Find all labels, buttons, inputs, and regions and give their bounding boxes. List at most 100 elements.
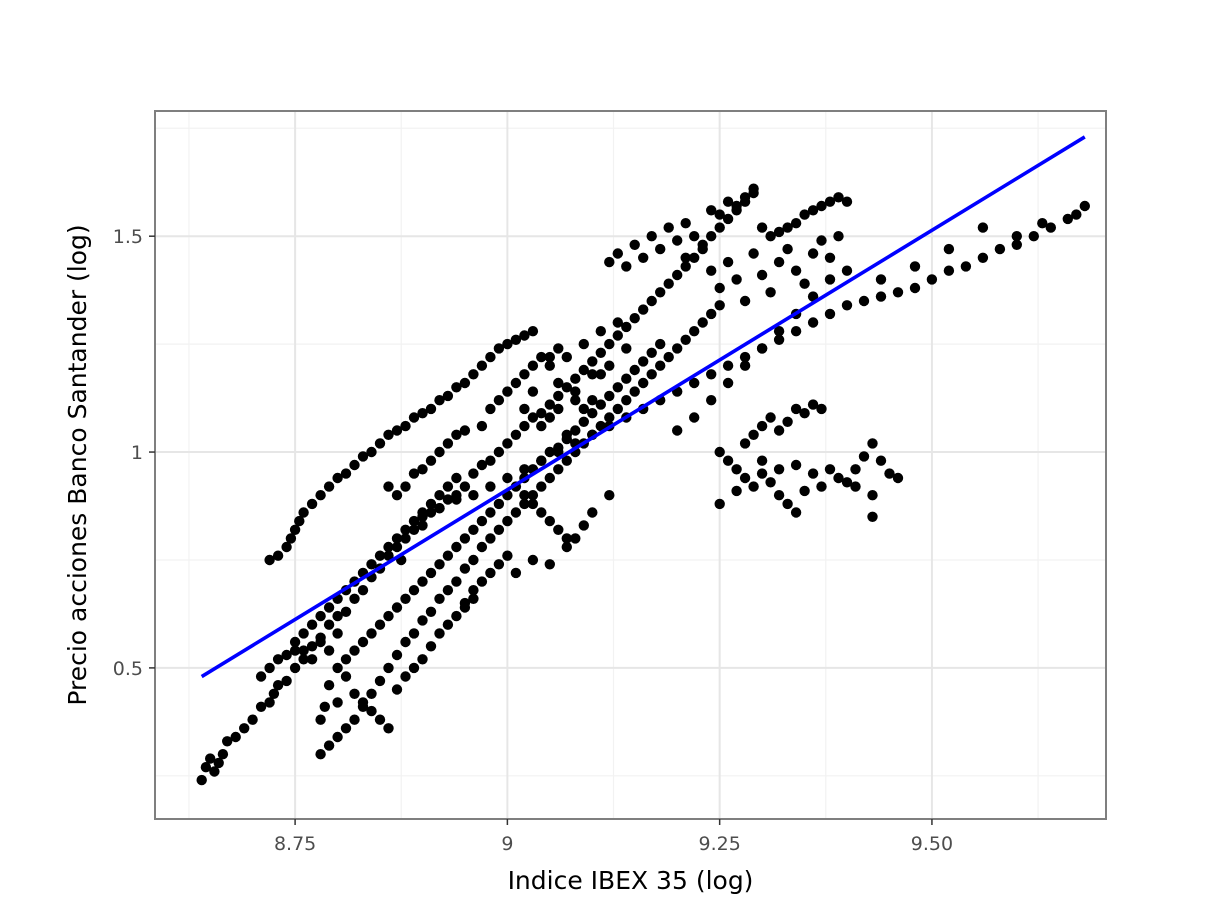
data-point <box>722 377 734 389</box>
data-point <box>646 347 657 358</box>
data-point <box>502 386 513 397</box>
data-point <box>502 515 513 527</box>
data-point <box>255 671 267 682</box>
x-tick-label: 9.50 <box>911 833 953 855</box>
data-point <box>595 369 606 380</box>
minor-gridlines <box>155 111 1106 819</box>
data-point <box>485 507 496 518</box>
data-point <box>425 403 437 415</box>
data-point <box>612 317 623 328</box>
data-point <box>782 498 793 510</box>
data-point <box>604 256 615 268</box>
data-point <box>315 749 326 760</box>
data-point <box>544 446 555 458</box>
data-point <box>553 464 564 475</box>
data-point <box>391 490 403 501</box>
data-point <box>748 248 759 259</box>
data-point <box>697 243 708 255</box>
data-point <box>748 481 759 492</box>
data-point <box>638 304 649 315</box>
data-point <box>587 507 598 518</box>
data-point <box>510 334 522 345</box>
data-point <box>807 248 819 259</box>
data-point <box>468 468 479 479</box>
data-point <box>536 408 547 419</box>
data-point <box>1045 222 1057 233</box>
data-point <box>621 395 632 406</box>
data-point <box>536 507 547 518</box>
data-point <box>268 688 280 699</box>
data-point <box>281 541 292 553</box>
data-point <box>756 269 768 281</box>
data-point <box>570 533 581 544</box>
data-point <box>553 403 564 415</box>
data-point <box>722 213 734 225</box>
data-point <box>476 541 488 553</box>
data-point <box>578 520 589 531</box>
data-point <box>773 256 785 268</box>
data-point <box>655 243 666 255</box>
data-point <box>765 412 776 423</box>
data-point <box>340 468 352 479</box>
data-point <box>519 403 530 415</box>
data-point <box>383 662 394 674</box>
data-point <box>391 684 403 695</box>
data-point <box>493 395 505 406</box>
data-point <box>383 541 394 553</box>
data-point <box>323 619 335 630</box>
data-point <box>400 481 411 492</box>
data-point <box>366 559 377 570</box>
data-point <box>544 351 555 363</box>
data-point <box>459 533 471 544</box>
data-point <box>230 731 241 743</box>
data-point <box>434 490 445 501</box>
data-point <box>697 317 708 328</box>
data-point <box>383 610 394 622</box>
data-point <box>400 533 411 544</box>
data-point <box>570 425 581 436</box>
data-point <box>493 498 505 510</box>
data-point <box>400 593 411 604</box>
data-point <box>510 567 522 579</box>
data-point <box>706 395 717 406</box>
data-point <box>502 338 513 350</box>
data-point <box>332 731 343 743</box>
data-point <box>841 196 853 207</box>
data-point <box>1011 231 1022 242</box>
data-point <box>400 420 411 432</box>
data-point <box>476 459 488 471</box>
data-point <box>706 205 717 216</box>
data-point <box>315 610 326 622</box>
data-point <box>799 408 810 419</box>
data-point <box>527 490 539 501</box>
data-point <box>366 628 377 639</box>
major-gridlines <box>155 111 1106 819</box>
data-point <box>519 420 530 432</box>
data-point <box>672 425 683 436</box>
data-point <box>706 265 717 276</box>
data-point <box>217 749 229 760</box>
data-point <box>332 472 343 484</box>
data-point <box>604 490 615 501</box>
data-point <box>739 438 751 449</box>
data-point <box>408 662 420 674</box>
data-point <box>867 511 878 522</box>
data-point <box>200 762 212 773</box>
data-point <box>366 688 377 699</box>
data-point <box>493 524 505 535</box>
data-point <box>756 420 768 432</box>
data-point <box>909 261 921 272</box>
data-point <box>442 494 454 505</box>
data-point <box>519 330 530 341</box>
data-point <box>536 455 547 466</box>
data-point <box>323 481 335 492</box>
data-point <box>561 382 572 393</box>
data-point <box>689 231 700 242</box>
data-point <box>731 200 742 212</box>
data-point <box>782 243 793 255</box>
data-point <box>807 468 819 479</box>
data-point <box>782 416 793 427</box>
data-point <box>374 714 386 725</box>
data-point <box>527 498 539 510</box>
data-point <box>493 446 505 458</box>
